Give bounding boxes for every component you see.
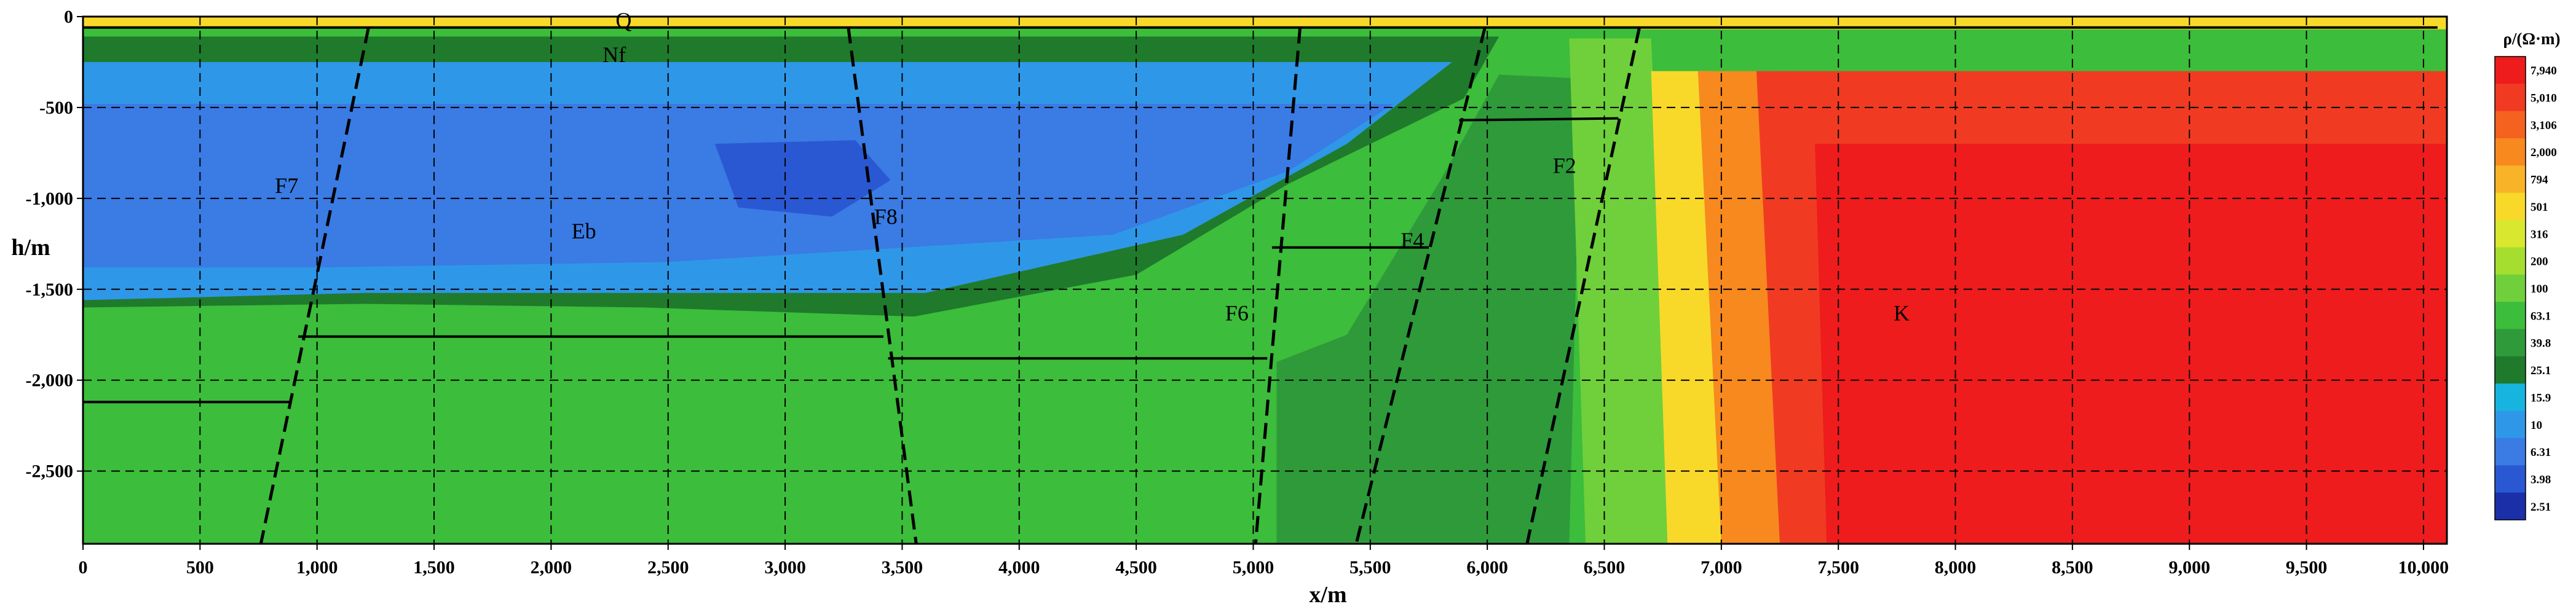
horizon-line (1459, 117, 1619, 122)
colorbar-label: 39.8 (2531, 337, 2551, 350)
plot-area (82, 15, 2448, 545)
x-tick-label: 8,500 (2052, 557, 2093, 578)
colorbar-swatch (2495, 84, 2526, 112)
y-tick-label: -2,500 (26, 461, 74, 482)
resistivity-zones (83, 17, 2447, 544)
geologic-structures (83, 26, 2438, 544)
colorbar-label: 5,010 (2531, 92, 2557, 105)
y-tick-label: 0 (64, 7, 73, 27)
colorbar-swatch (2495, 220, 2526, 248)
colorbar-label: 100 (2531, 283, 2548, 296)
colorbar-title: ρ/(Ω·m) (2503, 29, 2560, 48)
x-tick-label: 9,500 (2286, 557, 2328, 578)
annotation-label: F4 (1401, 228, 1424, 253)
colorbar-swatch (2495, 356, 2526, 384)
annotation-label: F6 (1225, 300, 1249, 325)
x-tick-label: 4,000 (998, 557, 1040, 578)
colorbar-swatch (2495, 138, 2526, 166)
x-tick-label: 7,500 (1817, 557, 1859, 578)
x-tick-label: 1,000 (296, 557, 338, 578)
colorbar-swatch (2495, 57, 2526, 84)
colorbar-swatch (2495, 111, 2526, 139)
colorbar-label: 3.98 (2531, 473, 2551, 486)
zone-fault-block-dark (1276, 74, 1581, 544)
colorbar-label: 794 (2531, 174, 2548, 187)
colorbar-label: 316 (2531, 228, 2548, 241)
fault-line-f4 (1354, 27, 1487, 544)
colorbar-label: 63.1 (2531, 310, 2551, 323)
x-axis: 0 500 1,000 1,500 2,000 2,500 3,000 3,500 4,000 4… (79, 544, 2449, 578)
x-tick-label: 5,000 (1233, 557, 1274, 578)
grid-lines (83, 17, 2447, 544)
annotation-label: Q (615, 8, 631, 33)
x-tick-label: 6,000 (1466, 557, 1508, 578)
colorbar-swatch (2495, 492, 2526, 520)
x-tick-label: 2,500 (647, 557, 689, 578)
colorbar-swatch (2495, 465, 2526, 493)
x-tick-label: 500 (186, 557, 214, 578)
colorbar-label: 15.9 (2531, 391, 2551, 404)
zone-east-core (1815, 144, 2447, 544)
x-tick-label: 7,000 (1701, 557, 1742, 578)
colorbar-label: 2,000 (2531, 146, 2557, 159)
annotation-label: F7 (275, 173, 298, 198)
colorbar-frame (2494, 56, 2526, 520)
y-tick-label: -500 (39, 98, 73, 118)
x-tick-label: 6,500 (1584, 557, 1626, 578)
x-tick-label: 8,000 (1935, 557, 1977, 578)
colorbar-label: 501 (2531, 201, 2548, 214)
zone-top-weathered (83, 17, 2447, 29)
colorbar-label: 200 (2531, 256, 2548, 269)
colorbar-label: 7,940 (2531, 65, 2557, 77)
annotation-label: Eb (572, 219, 596, 243)
fault-line-f8 (847, 27, 918, 544)
colorbar-swatch (2495, 437, 2526, 466)
colorbar-swatch (2495, 383, 2526, 412)
colorbar-swatch (2495, 410, 2526, 439)
y-tick-label: -1,500 (26, 280, 74, 300)
colorbar-label: 3,106 (2531, 119, 2557, 132)
colorbar-label: 25.1 (2531, 364, 2551, 377)
colorbar-label: 6.31 (2531, 446, 2551, 459)
y-tick-label: -1,000 (26, 189, 74, 209)
annotation-label: F8 (874, 204, 898, 229)
plot-frame (82, 15, 2448, 545)
y-axis-label: h/m (11, 235, 50, 261)
x-axis-label: x/m (1309, 582, 1346, 608)
x-tick-label: 2,000 (531, 557, 572, 578)
x-tick-label: 4,500 (1115, 557, 1157, 578)
x-tick-label: 3,000 (764, 557, 806, 578)
x-tick-label: 10,000 (2398, 557, 2449, 578)
annotation-labels: Q Nf F7 Eb F8 F6 F4 F2 K (275, 8, 1910, 325)
y-tick-label: -2,000 (26, 371, 74, 391)
annotation-label: F2 (1553, 154, 1576, 178)
colorbar-swatch (2495, 192, 2526, 221)
colorbar-label: 10 (2531, 419, 2542, 432)
colorbar-swatch (2495, 247, 2526, 275)
colorbar-swatch (2495, 329, 2526, 357)
fault-line-f6 (1254, 27, 1302, 544)
x-tick-label: 1,500 (413, 557, 455, 578)
colorbar-swatch (2495, 165, 2526, 194)
x-tick-label: 3,500 (882, 557, 923, 578)
x-tick-label: 5,500 (1349, 557, 1391, 578)
fault-line-f2 (1525, 27, 1642, 544)
colorbar-legend: ρ/(Ω·m) 7,940 5,010 3,106 2,000 794 501 316 200 1… (2494, 29, 2561, 520)
colorbar-swatch (2495, 302, 2526, 330)
colorbar-label: 2.51 (2531, 501, 2551, 514)
x-tick-label: 9,000 (2168, 557, 2210, 578)
y-axis: 0 -500 -1,000 -1,500 -2,000 -2,500 (26, 7, 83, 482)
annotation-label: K (1894, 300, 1910, 325)
annotation-label: Nf (603, 42, 626, 67)
fault-line-f7 (259, 27, 370, 544)
zone-deep-blue (714, 140, 891, 217)
colorbar-swatch (2495, 274, 2526, 302)
zone-transition-lime (1569, 38, 1675, 544)
x-tick-label: 0 (79, 557, 88, 578)
